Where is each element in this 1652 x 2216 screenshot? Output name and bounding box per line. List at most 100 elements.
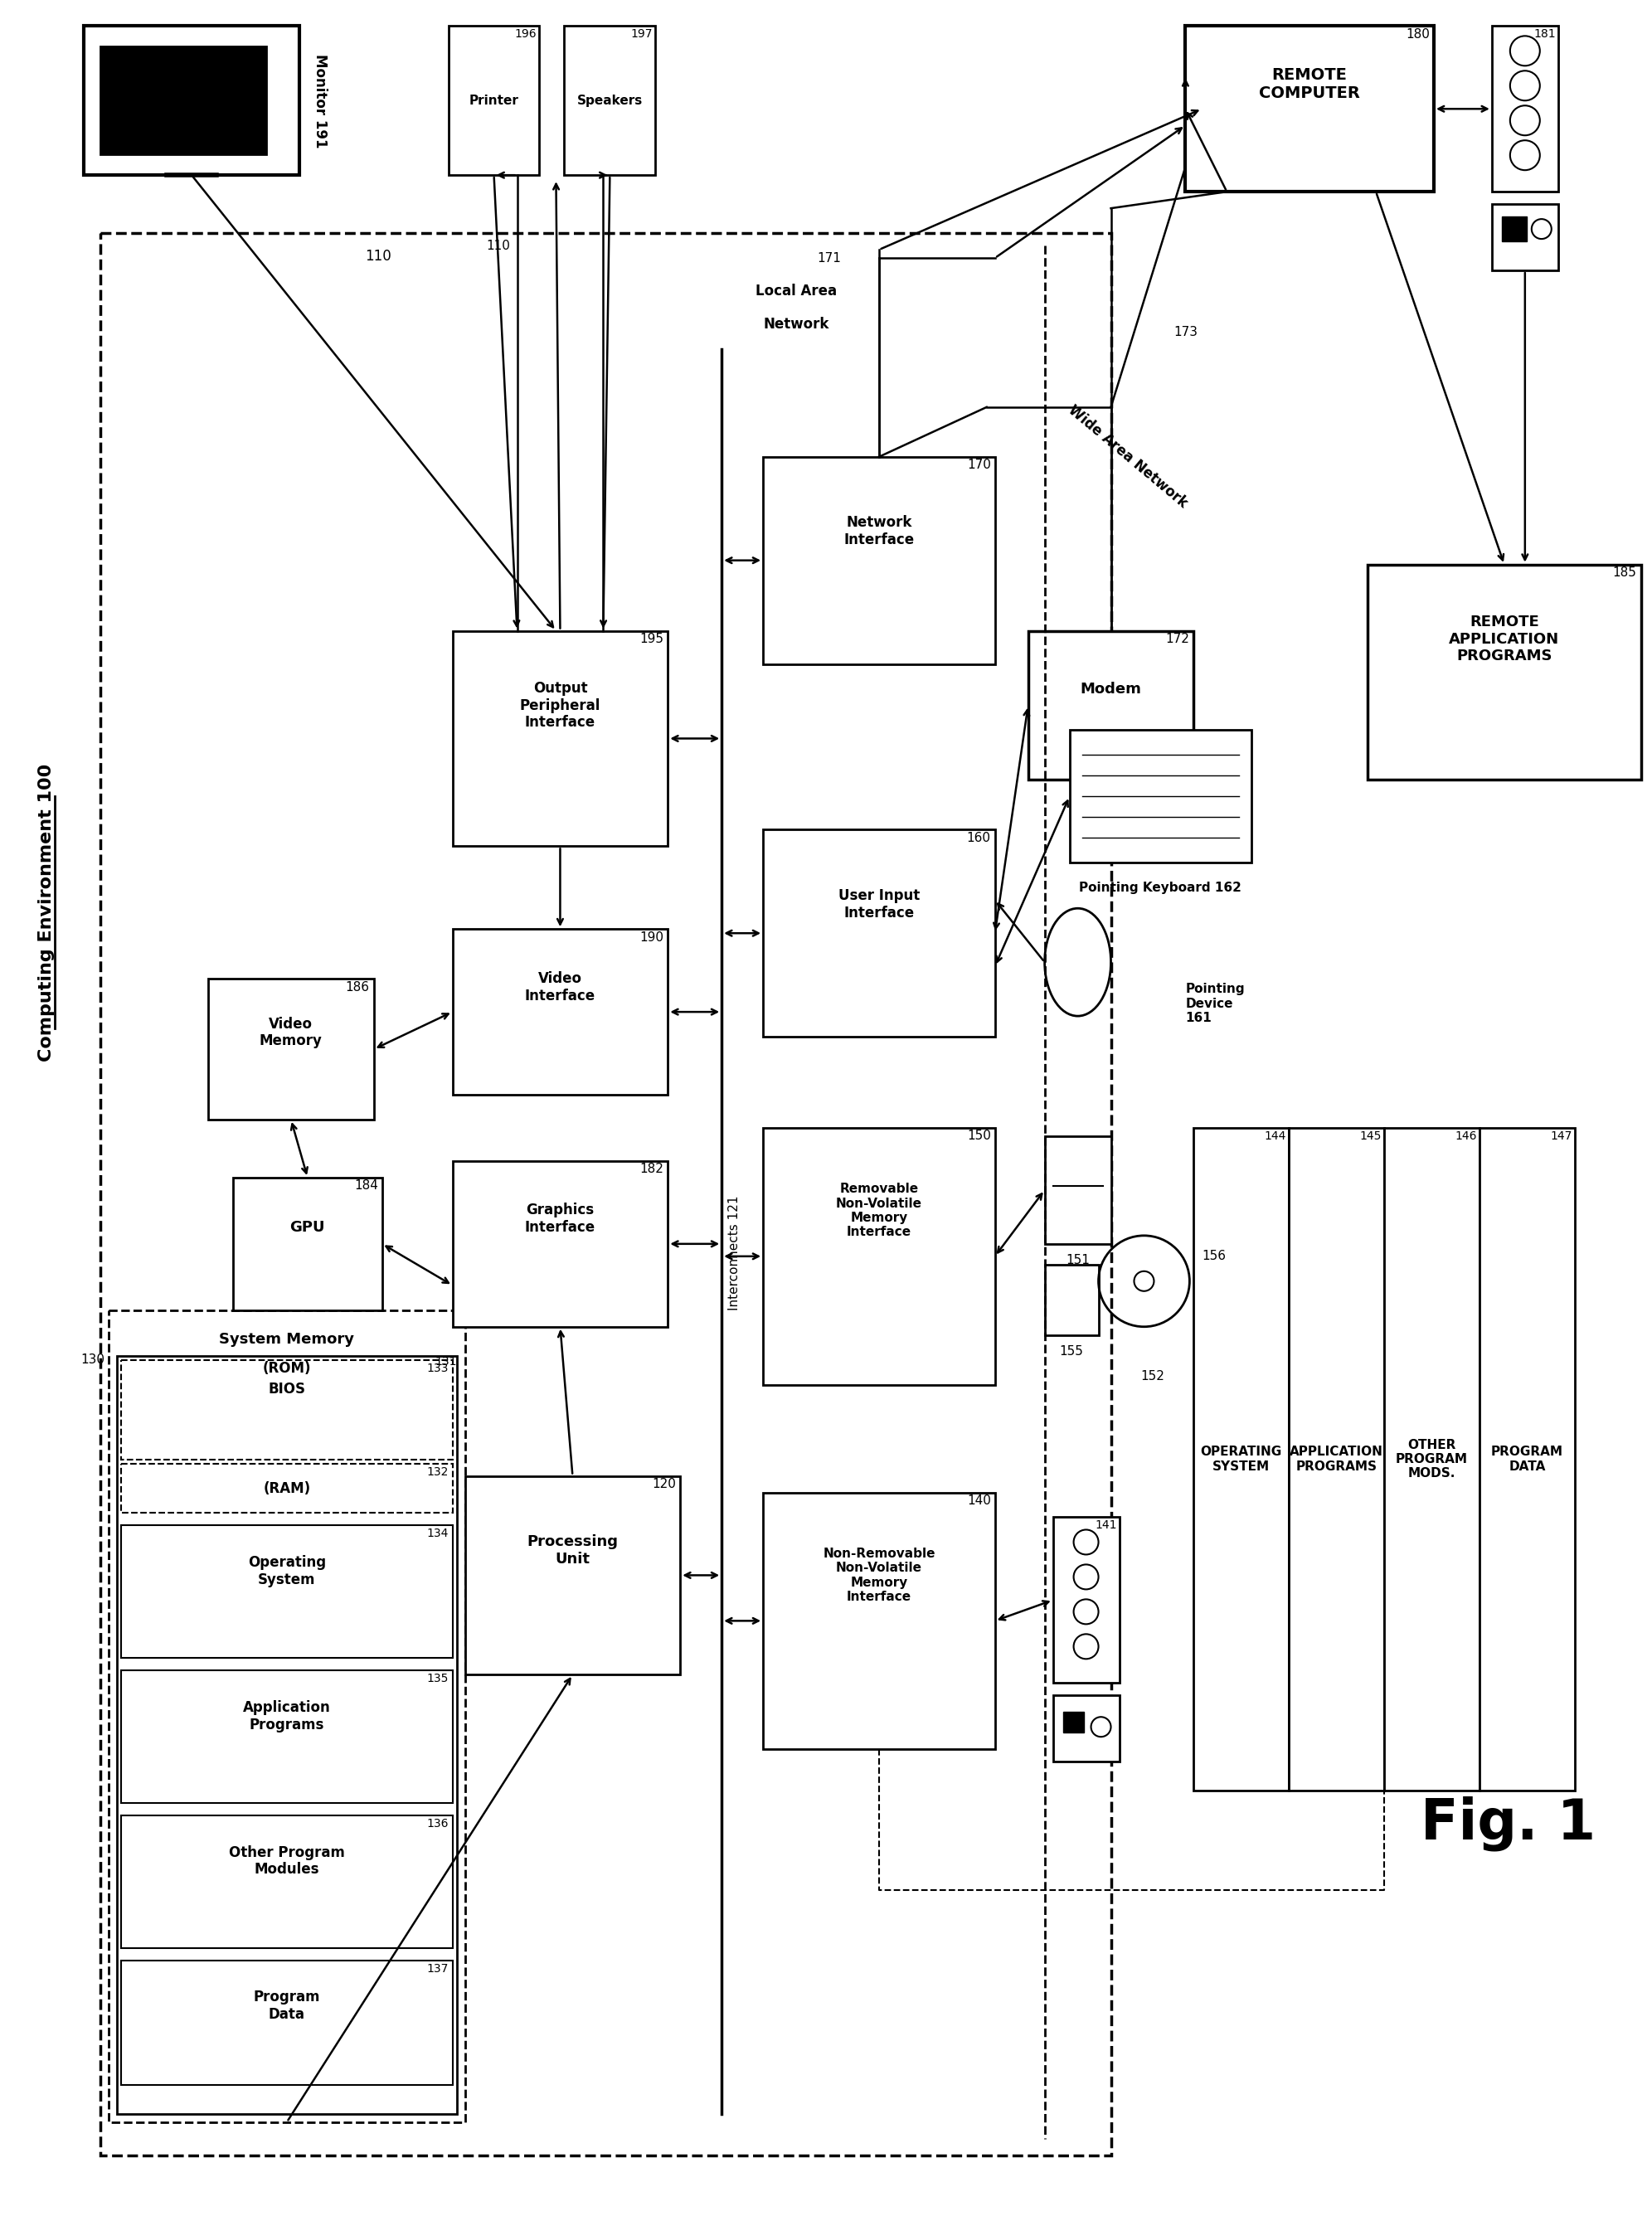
Text: 151: 151 [1066, 1254, 1090, 1268]
Text: 173: 173 [1173, 326, 1198, 339]
Text: 171: 171 [818, 253, 841, 264]
Text: GPU: GPU [291, 1219, 325, 1234]
Text: Interconnects 121: Interconnects 121 [729, 1194, 740, 1310]
Text: 131: 131 [434, 1356, 456, 1367]
Text: 145: 145 [1360, 1130, 1381, 1141]
Text: 172: 172 [1166, 634, 1189, 645]
Text: Program
Data: Program Data [253, 1990, 320, 2023]
Text: 156: 156 [1203, 1250, 1226, 1263]
Text: Processing
Unit: Processing Unit [527, 1533, 618, 1567]
Text: 186: 186 [345, 982, 370, 993]
Text: 140: 140 [966, 1494, 991, 1507]
Text: 130: 130 [81, 1354, 104, 1365]
Bar [1052, 1695, 1118, 1762]
Text: 134: 134 [426, 1529, 448, 1540]
Bar [1186, 27, 1434, 193]
Text: 152: 152 [1140, 1369, 1165, 1383]
Text: 185: 185 [1612, 567, 1637, 578]
Bar [1044, 1265, 1099, 1334]
Text: 150: 150 [966, 1130, 991, 1143]
Text: Removable
Non-Volatile
Memory
Interface: Removable Non-Volatile Memory Interface [836, 1183, 922, 1239]
Text: 132: 132 [426, 1467, 448, 1478]
Bar [453, 632, 667, 847]
Text: Local Area: Local Area [755, 284, 838, 299]
Bar [1368, 565, 1640, 780]
Bar [1492, 204, 1558, 270]
Bar [101, 233, 1110, 2156]
Text: Computing Environment 100: Computing Environment 100 [38, 765, 55, 1061]
Text: 133: 133 [426, 1363, 448, 1374]
Text: OTHER
PROGRAM
MODS.: OTHER PROGRAM MODS. [1396, 1438, 1469, 1480]
Bar [208, 979, 373, 1119]
Text: 195: 195 [639, 634, 664, 645]
Text: Non-Removable
Non-Volatile
Memory
Interface: Non-Removable Non-Volatile Memory Interf… [823, 1547, 935, 1602]
Text: 180: 180 [1406, 29, 1429, 40]
Bar [117, 1356, 456, 2114]
Text: 196: 196 [515, 29, 537, 40]
Bar [453, 929, 667, 1095]
Text: Network
Interface: Network Interface [844, 516, 914, 547]
Text: OPERATING
SYSTEM: OPERATING SYSTEM [1201, 1445, 1282, 1474]
Bar [763, 456, 995, 665]
Text: 120: 120 [653, 1478, 676, 1491]
Text: Monitor 191: Monitor 191 [312, 53, 327, 148]
Bar [109, 1310, 464, 2123]
Bar [1028, 632, 1194, 780]
Bar [565, 27, 656, 175]
Text: 181: 181 [1533, 29, 1556, 40]
Text: 160: 160 [966, 831, 991, 844]
Text: Speakers: Speakers [577, 95, 643, 106]
Text: Output
Peripheral
Interface: Output Peripheral Interface [520, 680, 601, 729]
Text: User Input
Interface: User Input Interface [838, 889, 920, 920]
Bar [1069, 731, 1252, 862]
Bar [121, 1463, 453, 1514]
Bar [121, 1361, 453, 1460]
Text: BIOS: BIOS [268, 1381, 306, 1396]
Text: Video
Interface: Video Interface [525, 971, 595, 1004]
Text: Pointing
Device
161: Pointing Device 161 [1186, 984, 1246, 1024]
Text: Printer: Printer [469, 95, 519, 106]
Text: Video
Memory: Video Memory [259, 1017, 322, 1048]
Bar [121, 1671, 453, 1804]
Text: REMOTE
APPLICATION
PROGRAMS: REMOTE APPLICATION PROGRAMS [1449, 614, 1559, 665]
Text: Modem: Modem [1080, 680, 1142, 696]
Bar [763, 1491, 995, 1748]
Text: 141: 141 [1095, 1520, 1117, 1531]
Text: 146: 146 [1455, 1130, 1477, 1141]
Text: Application
Programs: Application Programs [243, 1700, 330, 1733]
Text: 155: 155 [1059, 1345, 1084, 1358]
Text: (ROM): (ROM) [263, 1361, 311, 1376]
Text: 197: 197 [631, 29, 653, 40]
Text: Pointing Keyboard 162: Pointing Keyboard 162 [1079, 882, 1242, 893]
Text: 135: 135 [426, 1673, 448, 1684]
Text: Operating
System: Operating System [248, 1556, 325, 1587]
Bar [453, 1161, 667, 1327]
Text: Wide Area Network: Wide Area Network [1066, 403, 1189, 512]
Bar [233, 1177, 382, 1310]
Bar [1289, 1128, 1384, 1791]
Bar [1502, 217, 1526, 242]
Bar [1480, 1128, 1574, 1791]
Bar [121, 1961, 453, 2085]
Bar [763, 829, 995, 1037]
Bar [1052, 1518, 1118, 1682]
Text: System Memory: System Memory [220, 1332, 355, 1347]
Text: 110: 110 [486, 239, 510, 253]
Bar [121, 1815, 453, 1948]
Bar [1194, 1128, 1289, 1791]
Text: Other Program
Modules: Other Program Modules [230, 1846, 345, 1877]
Text: REMOTE
COMPUTER: REMOTE COMPUTER [1259, 66, 1360, 102]
Text: 190: 190 [639, 931, 664, 944]
Bar [448, 27, 540, 175]
Bar [1384, 1128, 1480, 1791]
Text: 184: 184 [354, 1179, 378, 1192]
Text: Fig. 1: Fig. 1 [1421, 1797, 1596, 1850]
Bar [1062, 1713, 1084, 1733]
Text: 137: 137 [426, 1963, 448, 1974]
Bar [121, 1525, 453, 1658]
Text: 147: 147 [1550, 1130, 1573, 1141]
Text: APPLICATION
PROGRAMS: APPLICATION PROGRAMS [1290, 1445, 1383, 1474]
Bar [84, 27, 299, 175]
Text: 110: 110 [365, 248, 392, 264]
Bar [101, 47, 266, 155]
